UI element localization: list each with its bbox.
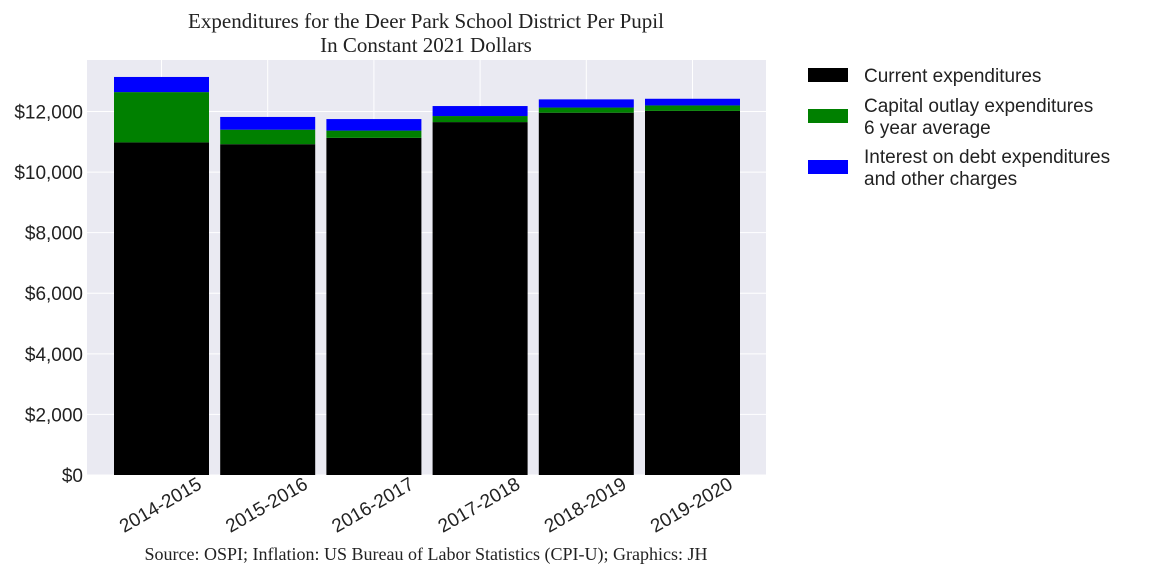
legend-label: Current expenditures [864,66,1041,87]
bar-current-2018-2019 [538,112,634,475]
y-axis-ticks: $0 $2,000 $4,000 $6,000 $8,000 $10,000 $12,000 [14,102,83,487]
y-tick-label: $10,000 [14,163,83,184]
y-tick-label: $8,000 [25,224,83,245]
chart-title-line-1: Expenditures for the Deer Park School Di… [188,9,664,33]
legend-swatch [808,160,848,174]
x-tick-label: 2017-2018 [435,474,524,538]
bar-capital-2016-2017 [326,130,422,138]
y-tick-label: $0 [62,466,83,487]
bar-capital-2018-2019 [538,107,634,113]
legend-label: Interest on debt expenditures [864,147,1110,168]
y-tick-label: $6,000 [25,284,83,305]
bar-interest-2016-2017 [326,119,422,131]
x-axis-ticks: 2014-2015 2015-2016 2016-2017 2017-2018 2018… [116,474,736,538]
bar-current-2015-2016 [220,144,316,476]
legend-swatch [808,68,848,82]
bar-interest-2019-2020 [645,98,740,106]
bar-capital-2015-2016 [220,129,316,145]
legend-label: 6 year average [864,118,991,139]
source-note: Source: OSPI; Inflation: US Bureau of La… [145,544,708,565]
x-tick-label: 2014-2015 [116,474,205,538]
y-tick-label: $12,000 [14,102,83,123]
bar-interest-2018-2019 [538,99,634,108]
bar-capital-2017-2018 [432,116,528,123]
chart-title-line-2: In Constant 2021 Dollars [320,33,532,57]
bar-interest-2015-2016 [220,116,316,130]
legend-swatch [808,109,848,123]
legend-label: and other charges [864,169,1017,190]
bars [114,76,740,476]
bar-capital-2019-2020 [645,105,740,111]
bar-current-2017-2018 [432,122,528,475]
x-tick-label: 2018-2019 [541,474,630,538]
x-tick-label: 2015-2016 [222,474,311,538]
bar-current-2014-2015 [114,142,209,475]
y-tick-label: $2,000 [25,405,83,426]
legend: Current expenditures Capital outlay expen… [808,66,1110,190]
bar-interest-2017-2018 [432,106,528,117]
legend-label: Capital outlay expenditures [864,96,1093,117]
y-tick-label: $4,000 [25,345,83,366]
x-tick-label: 2019-2020 [647,474,736,538]
bar-current-2019-2020 [645,110,740,476]
x-tick-label: 2016-2017 [329,474,418,538]
bar-current-2016-2017 [326,137,422,475]
bar-interest-2014-2015 [114,76,209,93]
bar-capital-2014-2015 [114,92,209,143]
